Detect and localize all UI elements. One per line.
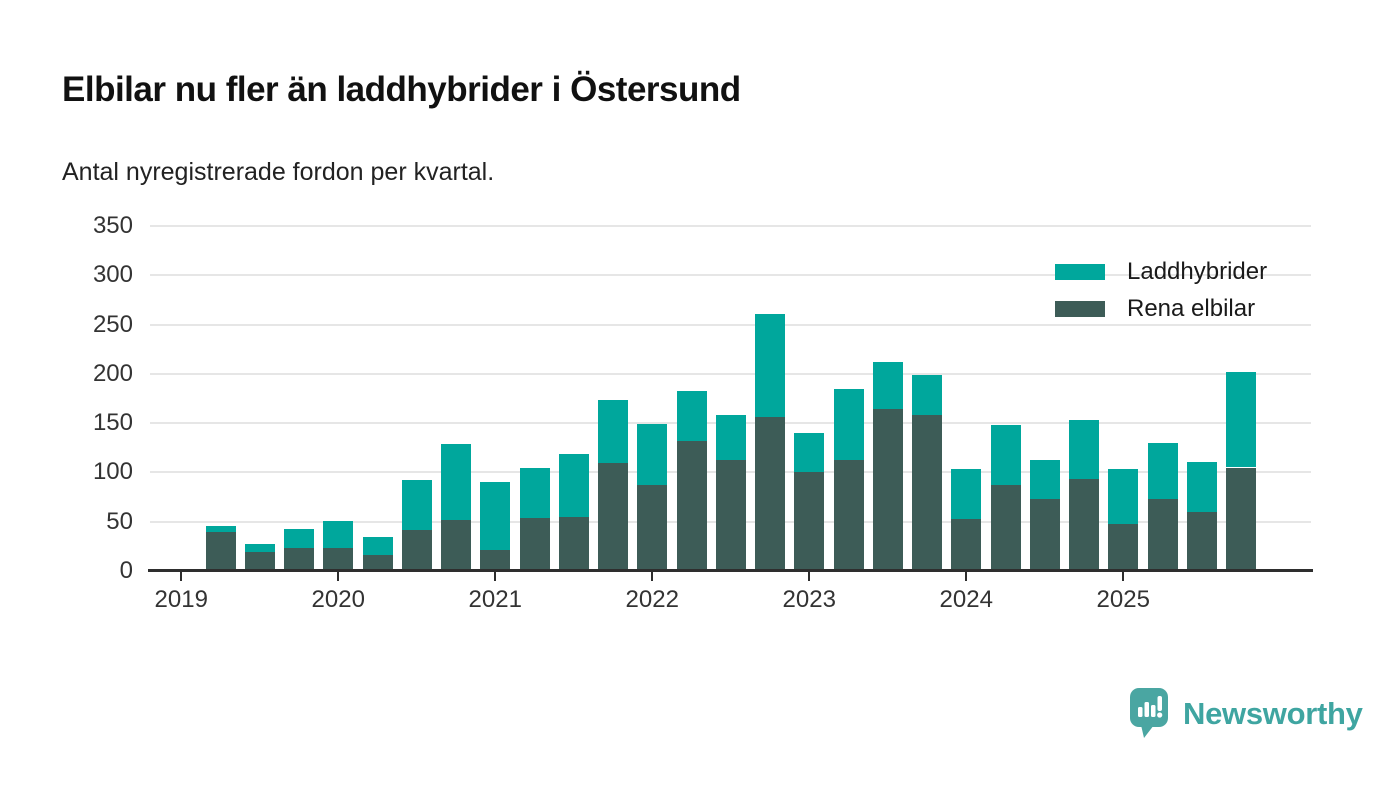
legend-item-rena-elbilar: Rena elbilar [1055, 294, 1267, 324]
gridline [150, 372, 1311, 375]
bar-segment-laddhybrider [205, 525, 236, 532]
bar-segment-rena-elbilar [912, 415, 942, 571]
x-axis-tick [180, 572, 183, 581]
gridline [150, 274, 1311, 277]
bar-segment-rena-elbilar [1226, 467, 1256, 571]
bar-segment-rena-elbilar [401, 529, 432, 571]
bar-segment-rena-elbilar [480, 550, 511, 571]
bar-segment-laddhybrider [1029, 459, 1060, 500]
bar-segment-rena-elbilar [1029, 499, 1060, 571]
bar-segment-laddhybrider [794, 433, 825, 473]
bar-segment-laddhybrider [951, 469, 982, 519]
gridline [150, 225, 1311, 227]
bar-segment-rena-elbilar [284, 548, 314, 571]
bar-segment-laddhybrider [401, 480, 432, 530]
bar-segment-laddhybrider [912, 374, 942, 416]
bar-segment-laddhybrider [598, 400, 628, 463]
y-axis-label: 50 [106, 507, 133, 535]
y-axis-label: 0 [119, 557, 133, 584]
gridline [150, 323, 1311, 326]
legend-swatch-laddhybrider [1055, 264, 1105, 280]
x-axis-label: 2025 [1096, 586, 1150, 613]
y-axis-label: 250 [92, 310, 133, 338]
bar-segment-rena-elbilar [1186, 511, 1217, 571]
y-axis-label: 150 [92, 409, 133, 437]
brand-name: Newsworthy [1183, 696, 1363, 731]
bar-segment-laddhybrider [284, 528, 314, 549]
y-axis-label: 200 [92, 359, 133, 387]
bar-segment-rena-elbilar [833, 459, 864, 571]
legend-label: Laddhybrider [1127, 258, 1268, 285]
x-axis-tick [1122, 572, 1125, 581]
bar-segment-rena-elbilar [951, 518, 982, 571]
bar-segment-laddhybrider [1147, 442, 1178, 500]
y-axis-label: 300 [92, 261, 133, 289]
x-axis-label: 2021 [468, 586, 522, 613]
x-axis-line [148, 569, 1313, 572]
x-axis-tick [494, 572, 497, 581]
bar-segment-laddhybrider [715, 415, 746, 460]
bar-segment-rena-elbilar [872, 409, 903, 571]
x-axis-tick [965, 572, 968, 581]
bar-segment-laddhybrider [323, 520, 354, 549]
bar-segment-laddhybrider [1069, 420, 1099, 480]
bar-segment-rena-elbilar [558, 516, 589, 571]
bar-segment-laddhybrider [362, 537, 393, 556]
bar-segment-rena-elbilar [1069, 479, 1099, 571]
y-axis-label: 350 [92, 212, 133, 239]
bar-segment-rena-elbilar [205, 531, 236, 571]
bar-segment-laddhybrider [755, 313, 785, 418]
bar-segment-laddhybrider [1108, 469, 1139, 524]
bar-segment-laddhybrider [637, 424, 668, 486]
chart-legend: Laddhybrider Rena elbilar [1055, 257, 1267, 331]
bar-segment-laddhybrider [1186, 461, 1217, 512]
chart-subtitle: Antal nyregistrerade fordon per kvartal. [62, 158, 495, 186]
bar-segment-rena-elbilar [755, 417, 785, 571]
bar-segment-laddhybrider [244, 544, 275, 553]
x-axis-label: 2024 [939, 586, 993, 613]
bar-segment-rena-elbilar [1147, 499, 1178, 571]
bar-segment-laddhybrider [872, 362, 903, 410]
brand-logo: Newsworthy [1130, 688, 1363, 740]
bar-segment-laddhybrider [441, 443, 471, 520]
x-axis-label: 2020 [311, 586, 365, 613]
bar-segment-rena-elbilar [715, 459, 746, 571]
bar-segment-laddhybrider [519, 467, 550, 518]
bar-segment-rena-elbilar [990, 485, 1021, 571]
y-axis-label: 100 [92, 458, 133, 486]
legend-item-laddhybrider: Laddhybrider [1055, 257, 1267, 287]
bar-segment-laddhybrider [558, 453, 589, 517]
bar-segment-rena-elbilar [441, 519, 471, 571]
bar-segment-rena-elbilar [244, 552, 275, 571]
x-axis-label: 2022 [625, 586, 679, 613]
bar-segment-rena-elbilar [794, 472, 825, 571]
x-axis-tick [337, 572, 340, 581]
bar-segment-laddhybrider [990, 425, 1021, 486]
bar-segment-laddhybrider [833, 388, 864, 460]
page-title: Elbilar nu fler än laddhybrider i Östers… [62, 70, 741, 109]
x-axis-label: 2019 [154, 586, 208, 613]
bar-segment-rena-elbilar [637, 485, 668, 571]
bar-segment-laddhybrider [480, 482, 511, 551]
bar-segment-rena-elbilar [676, 440, 707, 571]
bar-segment-rena-elbilar [598, 462, 628, 571]
x-axis-tick [808, 572, 811, 581]
x-axis-label: 2023 [782, 586, 836, 613]
bar-segment-rena-elbilar [362, 555, 393, 571]
newsworthy-bubble-barchart-icon [1130, 688, 1170, 740]
x-axis-tick [651, 572, 654, 581]
bar-segment-rena-elbilar [323, 548, 354, 571]
bar-segment-rena-elbilar [519, 517, 550, 571]
legend-swatch-rena-elbilar [1055, 301, 1105, 317]
bar-segment-laddhybrider [676, 390, 707, 441]
bar-segment-laddhybrider [1226, 371, 1256, 468]
legend-label: Rena elbilar [1127, 295, 1256, 322]
bar-segment-rena-elbilar [1108, 523, 1139, 571]
